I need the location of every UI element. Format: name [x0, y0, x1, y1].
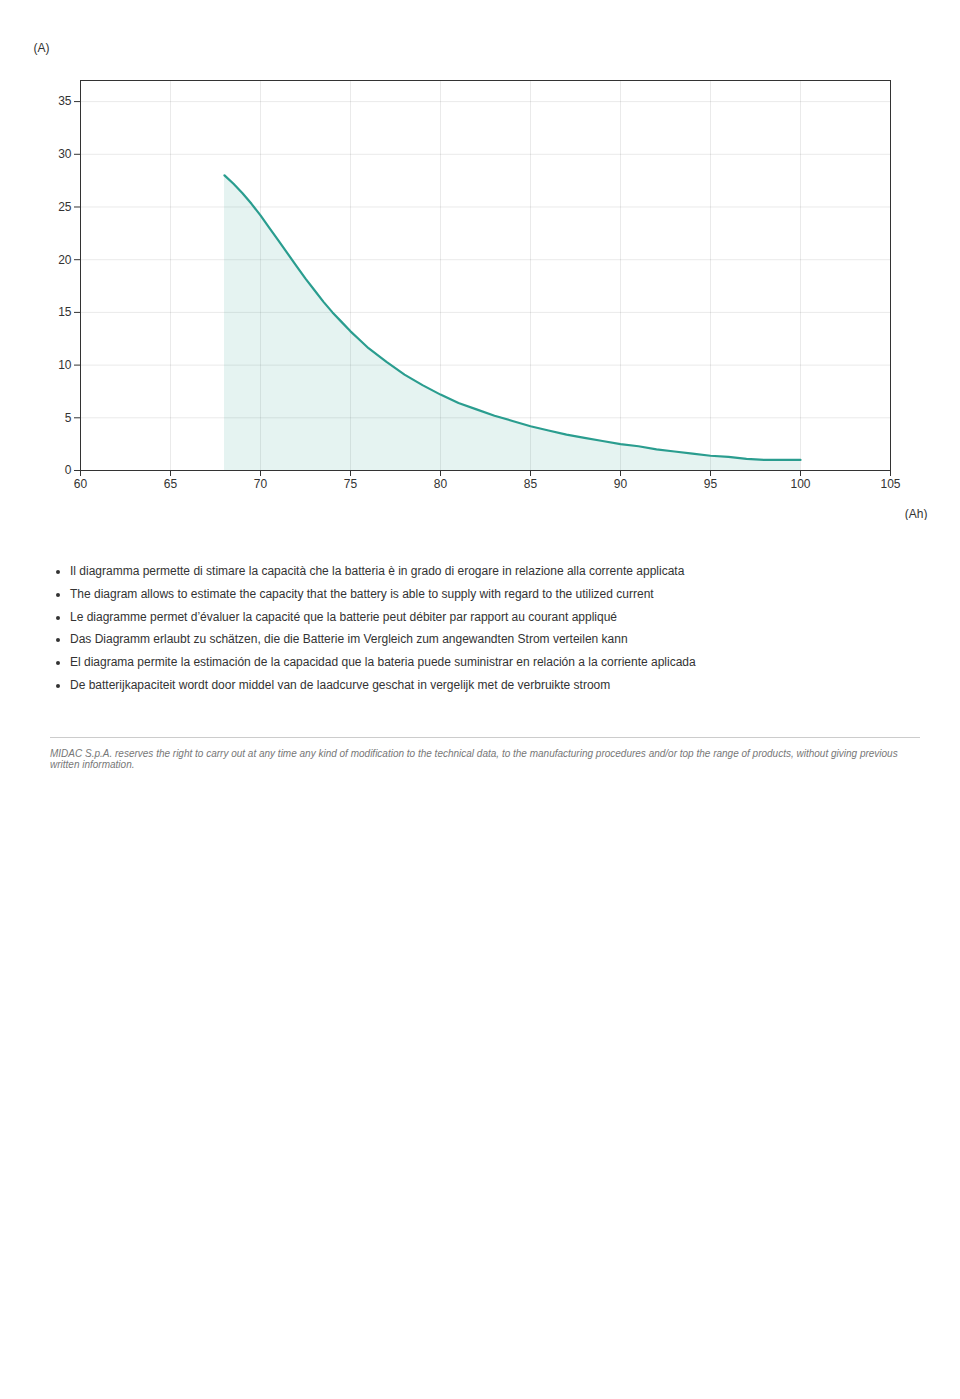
html-text:Il diagramma permette di stima: Il diagramma permette di stimare la capa… [70, 564, 685, 578]
svg-text:30: 30 [58, 147, 72, 161]
html-text:El diagrama permite la estimac: El diagrama permite la estimación de la … [70, 655, 696, 670]
svg-text:60: 60 [74, 477, 88, 491]
svg-text:15: 15 [58, 305, 72, 319]
html-text:De batterijkapaciteit wordt do: De batterijkapaciteit wordt door middel … [70, 678, 611, 692]
html-text:Das Diagramm erlaubt zu schätz: Das Diagramm erlaubt zu schätzen, die di… [70, 632, 628, 647]
svg-text:(Ah): (Ah) [905, 507, 928, 521]
html-text:Le diagramme permet d’évaluer: Le diagramme permet d’évaluer la capacit… [70, 609, 617, 624]
svg-text:0: 0 [65, 463, 72, 477]
svg-text:85: 85 [524, 477, 538, 491]
svg-text:65: 65 [164, 477, 178, 491]
svg-text:10: 10 [58, 358, 72, 372]
svg-text:20: 20 [58, 253, 72, 267]
svg-text:80: 80 [434, 477, 448, 491]
svg-text:5: 5 [65, 411, 72, 425]
html-text:The diagram allows to estimate: The diagram allows to estimate the capac… [70, 586, 654, 601]
svg-text:105: 105 [880, 477, 900, 491]
svg-text:70: 70 [254, 477, 268, 491]
svg-text:35: 35 [58, 94, 72, 108]
html-text:MIDAC S.p.A. reserves the righ: MIDAC S.p.A. reserves the right to carry… [50, 747, 898, 770]
svg-text:75: 75 [344, 477, 358, 491]
svg-text:90: 90 [614, 477, 628, 491]
svg-text:25: 25 [58, 200, 72, 214]
svg-text:(A): (A) [34, 41, 50, 55]
svg-text:100: 100 [790, 477, 810, 491]
svg-text:95: 95 [704, 477, 718, 491]
